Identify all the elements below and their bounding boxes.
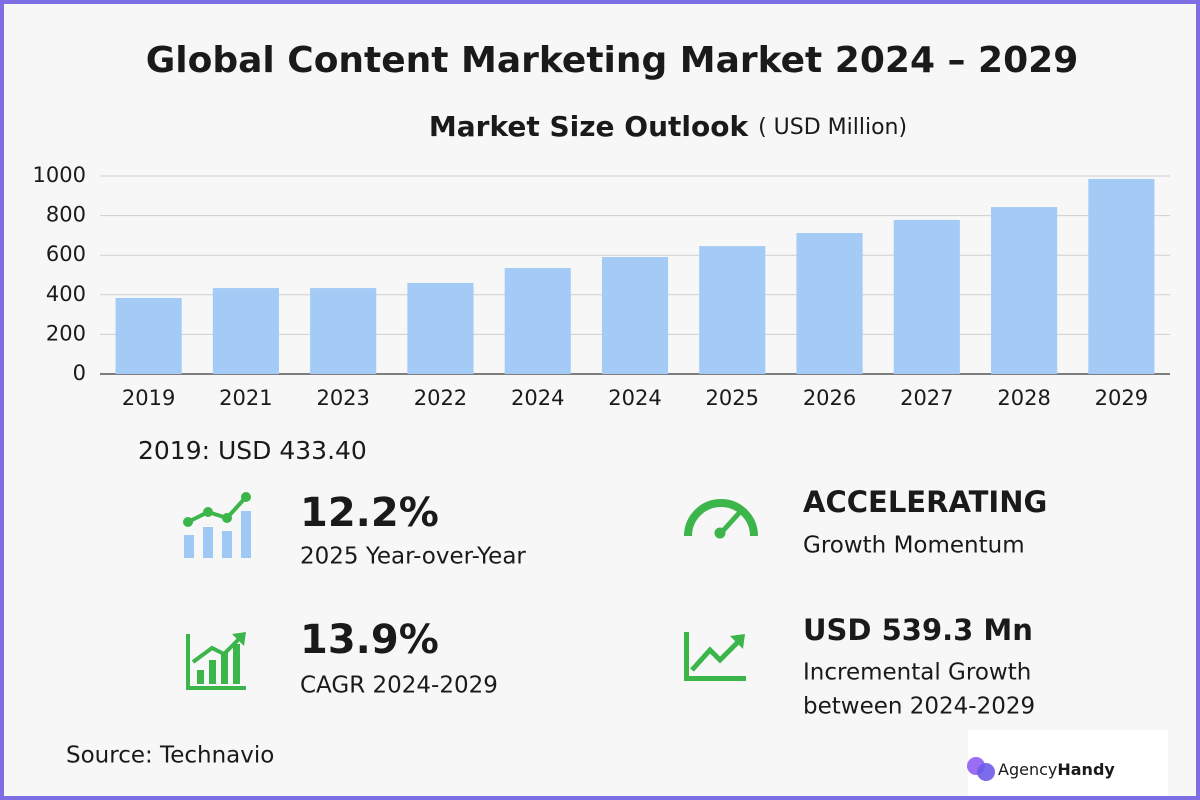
brand-prefix: Agency xyxy=(998,760,1057,779)
bar xyxy=(115,297,182,374)
y-tick-label: 1000 xyxy=(33,163,86,187)
stat-label: between 2024-2029 xyxy=(803,694,1035,720)
bar xyxy=(407,282,474,374)
x-tick-label: 2028 xyxy=(997,386,1050,410)
icon-gauge xyxy=(684,499,758,539)
x-tick-label: 2022 xyxy=(414,386,467,410)
stat-value: ACCELERATING xyxy=(803,485,1047,519)
x-tick-label: 2024 xyxy=(608,386,661,410)
y-tick-label: 800 xyxy=(46,203,86,227)
x-tick-label: 2023 xyxy=(316,386,369,410)
stat-label: 2025 Year-over-Year xyxy=(300,544,526,570)
annotation: 2019: USD 433.40 xyxy=(138,436,367,465)
bar xyxy=(796,233,863,374)
x-tick-label: 2019 xyxy=(122,386,175,410)
icon-trend xyxy=(684,632,746,681)
source: Source: Technavio xyxy=(66,743,274,769)
chart-subtitle: Market Size Outlook ( USD Million) xyxy=(429,110,907,143)
stat-label: Growth Momentum xyxy=(803,533,1025,559)
icon-growth xyxy=(186,632,246,690)
stats: 12.2% 2025 Year-over-Year ACCELERATING Grow… xyxy=(300,485,1047,720)
chart-title: Global Content Marketing Market 2024 – 2… xyxy=(146,40,1079,81)
bar xyxy=(699,246,766,374)
y-tick-label: 400 xyxy=(46,282,86,306)
unit: ( USD Million) xyxy=(758,115,907,140)
x-tick-label: 2024 xyxy=(511,386,564,410)
logo-box xyxy=(968,730,1168,796)
icon-bars xyxy=(183,492,251,558)
x-tick-label: 2025 xyxy=(706,386,759,410)
y-tick-label: 200 xyxy=(46,321,86,345)
bar xyxy=(991,207,1058,374)
subtitle: Market Size Outlook xyxy=(429,110,750,143)
x-tick-label: 2029 xyxy=(1095,386,1148,410)
brand-suffix: Handy xyxy=(1057,760,1115,779)
y-tick-label: 600 xyxy=(46,242,86,266)
stat-value: 13.9% xyxy=(300,617,439,663)
bar xyxy=(504,268,571,374)
bar xyxy=(893,219,960,374)
stat-label: CAGR 2024-2029 xyxy=(300,673,498,699)
stat-value: USD 539.3 Mn xyxy=(803,613,1033,647)
y-tick-label: 0 xyxy=(73,361,86,385)
x-tick-label: 2021 xyxy=(219,386,272,410)
x-tick-label: 2027 xyxy=(900,386,953,410)
bar xyxy=(212,288,279,374)
stat-label: Incremental Growth xyxy=(803,660,1031,686)
logo-text: AgencyHandy xyxy=(998,760,1115,779)
bar xyxy=(310,288,377,374)
logo-mark xyxy=(967,757,995,781)
bar xyxy=(601,256,669,374)
stat-value: 12.2% xyxy=(300,490,439,536)
x-tick-label: 2026 xyxy=(803,386,856,410)
bar xyxy=(1088,178,1155,374)
